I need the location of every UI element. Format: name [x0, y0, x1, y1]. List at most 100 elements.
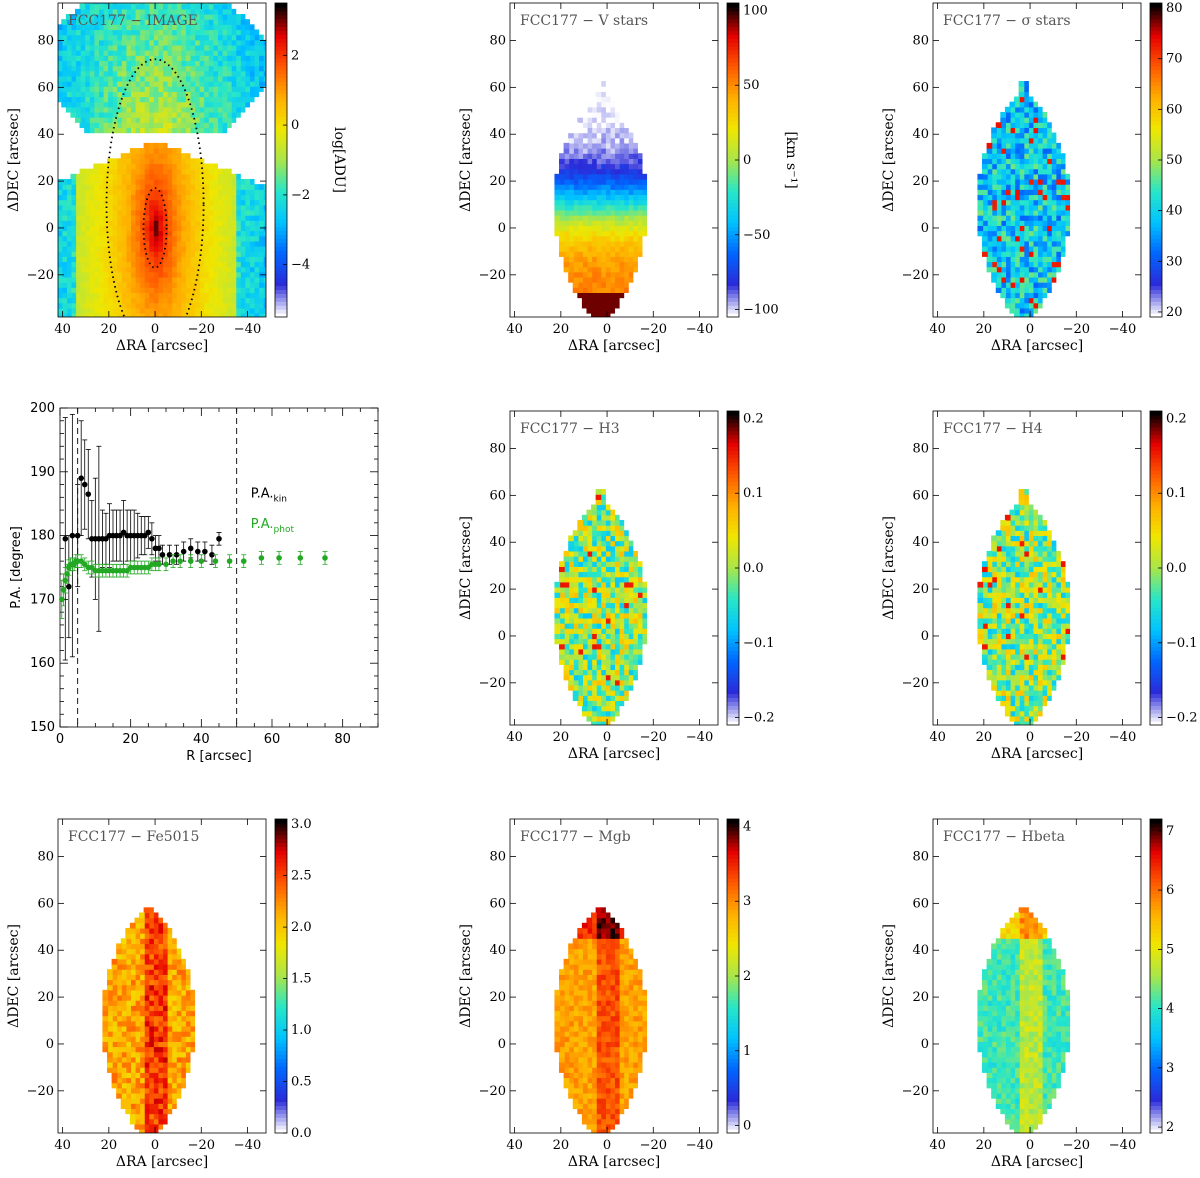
series-P.A.phot	[58, 551, 328, 619]
y-tick-label: 60	[37, 80, 54, 95]
data-point	[240, 558, 247, 564]
data-point	[74, 532, 81, 539]
colorbar-tick-label: −0.2	[1166, 711, 1198, 726]
x-axis-label: ΔRA [arcsec]	[568, 1154, 660, 1170]
x-tick-label: 20	[553, 322, 570, 337]
x-axis-label: ΔRA [arcsec]	[991, 746, 1083, 762]
y-tick-label: 40	[37, 127, 54, 142]
data-point	[163, 561, 169, 568]
panel-title: FCC177 − H4	[943, 421, 1043, 437]
x-tick-label: 20	[976, 322, 993, 337]
legend-entry: P.A.kin	[251, 486, 287, 504]
panel-fe5015: 40 20 0 −20 −40 −20 0 20 40 60 80 ΔRA [arcsec] ΔDEC …	[6, 817, 312, 1170]
y-axis-label: ΔDEC [arcsec]	[458, 108, 474, 212]
data-point	[156, 545, 162, 552]
x-axis-label: ΔRA [arcsec]	[568, 746, 660, 762]
y-tick-label: 80	[37, 849, 54, 864]
y-tick-label: 20	[912, 990, 929, 1005]
x-axis-label: ΔRA [arcsec]	[568, 338, 660, 354]
colorbar-tick-label: 2	[1166, 1120, 1174, 1135]
x-tick-label: 20	[553, 1138, 570, 1153]
colorbar-tick-label: 0.0	[743, 561, 764, 576]
colorbar-vstars: 100 50 0 −50 −100 [km s⁻¹]	[726, 2, 799, 318]
x-tick-label: 40	[929, 730, 946, 745]
x-axis-label: ΔRA [arcsec]	[991, 338, 1083, 354]
data-point	[85, 491, 92, 497]
data-point	[81, 481, 88, 488]
y-tick-label: −20	[27, 1084, 54, 1099]
panel-sigma: 40 20 0 −20 −40 −20 0 20 40 60 80 ΔRA [arcsec] ΔDEC …	[881, 1, 1183, 354]
map-h4	[977, 489, 1071, 725]
y-tick-label: 20	[489, 990, 506, 1005]
x-tick-label: 20	[122, 732, 139, 747]
y-tick-label: 40	[489, 535, 506, 550]
colorbar-h4: 0.2 0.1 0.0 −0.1 −0.2	[1149, 410, 1198, 726]
plot-frame	[509, 410, 719, 726]
colorbar-tick-label: 4	[743, 819, 751, 834]
y-tick-label: 60	[489, 896, 506, 911]
map-image	[58, 3, 266, 317]
y-tick-label: 60	[912, 80, 929, 95]
x-tick-label: −40	[686, 1138, 713, 1153]
x-tick-label: −40	[1109, 730, 1136, 745]
plot-frame	[57, 818, 267, 1134]
panel-title: FCC177 − σ stars	[943, 13, 1071, 29]
colorbar-tick-label: 0.5	[291, 1075, 312, 1090]
map-vstars	[554, 81, 648, 317]
x-tick-label: −20	[640, 1138, 667, 1153]
map-fe5015	[102, 907, 196, 1133]
data-point	[166, 551, 173, 558]
data-point	[202, 548, 208, 555]
colorbar-label: log[ADU]	[331, 127, 347, 193]
y-tick-label: 0	[46, 221, 54, 236]
y-axis-label: ΔDEC [arcsec]	[458, 924, 474, 1028]
colorbar-tick-label: −4	[291, 258, 310, 273]
data-point	[66, 583, 72, 590]
data-point	[69, 532, 76, 539]
data-point	[149, 535, 155, 542]
x-axis-label: ΔRA [arcsec]	[116, 1154, 208, 1170]
y-tick-label: 0	[921, 1037, 929, 1052]
y-tick-label: 60	[912, 488, 929, 503]
colorbar-image: −4 −2 0 2 log[ADU]	[274, 2, 347, 318]
y-tick-label: 40	[912, 535, 929, 550]
data-point	[209, 551, 215, 558]
colorbar-label: [km s⁻¹]	[783, 131, 799, 188]
x-tick-label: 40	[506, 322, 523, 337]
y-axis-label: ΔDEC [arcsec]	[881, 924, 897, 1028]
colorbar-tick-label: −100	[743, 303, 779, 318]
colorbar-tick-label: 7	[1166, 824, 1174, 839]
y-tick-label: 40	[912, 943, 929, 958]
x-tick-label: 0	[56, 732, 64, 747]
y-tick-label: 20	[489, 582, 506, 597]
x-axis-label: ΔRA [arcsec]	[116, 338, 208, 354]
x-tick-label: 20	[553, 730, 570, 745]
x-tick-label: 40	[506, 1138, 523, 1153]
ellipse-1	[105, 58, 205, 317]
plot-frame	[932, 2, 1142, 318]
y-tick-label: 0	[498, 1037, 506, 1052]
y-tick-label: 80	[37, 33, 54, 48]
colorbar-tick-label: 2.5	[291, 869, 312, 884]
y-tick-label: 80	[489, 441, 506, 456]
y-axis-label: ΔDEC [arcsec]	[881, 516, 897, 620]
x-tick-label: −20	[640, 322, 667, 337]
y-tick-label: 80	[912, 33, 929, 48]
colorbar-tick-label: 70	[1166, 52, 1183, 67]
data-point	[180, 548, 187, 555]
y-tick-label: 0	[498, 221, 506, 236]
x-axis-label: R [arcsec]	[186, 749, 251, 764]
data-point	[212, 558, 219, 564]
colorbar-tick-label: 3	[743, 894, 751, 909]
colorbar-tick-label: 80	[1166, 1, 1183, 16]
y-tick-label: −20	[479, 676, 506, 691]
colorbar-tick-label: 50	[1166, 153, 1183, 168]
x-tick-label: −40	[234, 322, 261, 337]
x-tick-label: −20	[1063, 730, 1090, 745]
x-tick-label: −40	[686, 322, 713, 337]
y-tick-label: 180	[30, 529, 55, 544]
colorbar-tick-label: 30	[1166, 254, 1183, 269]
